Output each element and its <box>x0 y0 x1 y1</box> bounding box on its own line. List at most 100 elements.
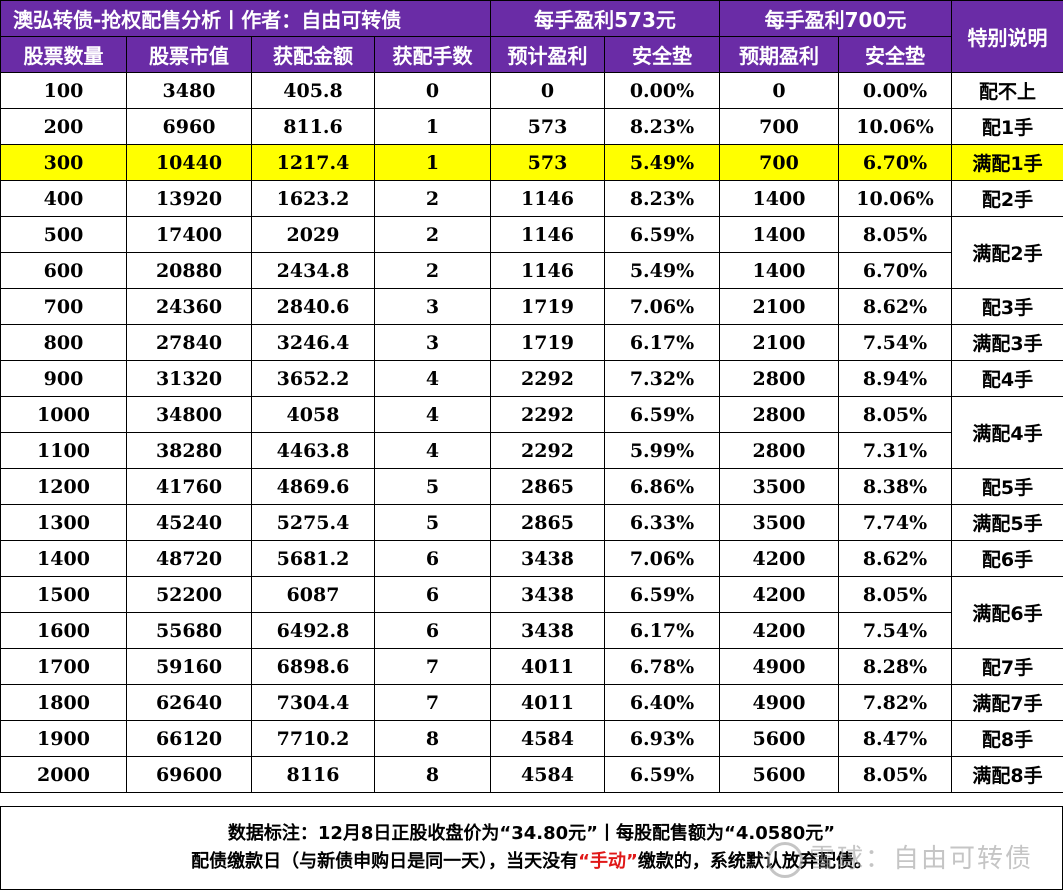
cell-profit-700: 5600 <box>719 720 839 757</box>
cell-profit-573: 573 <box>490 144 605 181</box>
cell-allot-lots: 2 <box>374 252 491 289</box>
cell-allot-lots: 6 <box>374 540 491 577</box>
cell-shares: 1100 <box>0 432 127 469</box>
cell-profit-573: 2292 <box>490 432 605 469</box>
cell-shares: 1000 <box>0 396 127 433</box>
cell-allot-amount: 4058 <box>251 396 375 433</box>
cell-allot-lots: 3 <box>374 324 491 361</box>
header-row-top: 澳弘转债-抢权配售分析丨作者：自由可转债 每手盈利573元 每手盈利700元 特… <box>0 0 1063 73</box>
cell-profit-573: 1719 <box>490 324 605 361</box>
cell-allot-lots: 5 <box>374 504 491 541</box>
cell-profit-700: 4900 <box>719 684 839 721</box>
cell-safety-573: 5.99% <box>604 432 720 469</box>
group-header-573: 每手盈利573元 <box>490 0 720 37</box>
cell-allot-lots: 5 <box>374 468 491 505</box>
cell-safety-700: 7.82% <box>838 684 952 721</box>
cell-market-value: 59160 <box>126 648 252 685</box>
cell-market-value: 48720 <box>126 540 252 577</box>
cell-market-value: 69600 <box>126 756 252 793</box>
cell-market-value: 52200 <box>126 576 252 613</box>
cell-allot-lots: 7 <box>374 648 491 685</box>
cell-shares: 1800 <box>0 684 127 721</box>
cell-special-note: 配1手 <box>951 108 1063 145</box>
cell-profit-573: 573 <box>490 108 605 145</box>
cell-allot-lots: 6 <box>374 612 491 649</box>
cell-shares: 700 <box>0 288 127 325</box>
cell-safety-700: 8.62% <box>838 288 952 325</box>
cell-shares: 1600 <box>0 612 127 649</box>
cell-safety-700: 7.54% <box>838 612 952 649</box>
col-header-market-value: 股票市值 <box>126 36 252 73</box>
cell-profit-573: 1146 <box>490 216 605 253</box>
cell-shares: 100 <box>0 72 127 109</box>
cell-allot-amount: 7304.4 <box>251 684 375 721</box>
cell-safety-700: 8.38% <box>838 468 952 505</box>
cell-allot-lots: 4 <box>374 360 491 397</box>
cell-special-note: 配2手 <box>951 180 1063 217</box>
cell-allot-lots: 8 <box>374 720 491 757</box>
cell-profit-573: 4584 <box>490 756 605 793</box>
cell-market-value: 20880 <box>126 252 252 289</box>
cell-allot-lots: 4 <box>374 432 491 469</box>
table-row: 800 27840 3246.4 3 1719 6.17% 2100 7.54% 满配3手 <box>0 324 1063 361</box>
cell-safety-573: 8.23% <box>604 108 720 145</box>
footer-line-2: 配债缴款日（与新债申购日是同一天），当天没有“手动”缴款的，系统默认放弃配债。 <box>1 848 1062 876</box>
cell-special-note: 满配6手 <box>951 576 1063 649</box>
cell-safety-573: 6.78% <box>604 648 720 685</box>
cell-safety-573: 6.86% <box>604 468 720 505</box>
footer-notes: 数据标注：12月8日正股收盘价为“34.80元”丨每股配售额为“4.0580元”… <box>0 806 1063 890</box>
footer-line-2-highlight: “手动” <box>578 851 638 872</box>
cell-profit-700: 2800 <box>719 396 839 433</box>
cell-allot-amount: 8116 <box>251 756 375 793</box>
cell-safety-573: 7.32% <box>604 360 720 397</box>
cell-allot-amount: 2029 <box>251 216 375 253</box>
table-row: 900 31320 3652.2 4 2292 7.32% 2800 8.94% 配4手 <box>0 360 1063 397</box>
table-row: 1200 41760 4869.6 5 2865 6.86% 3500 8.38% 配5手 <box>0 468 1063 505</box>
cell-safety-700: 10.06% <box>838 180 952 217</box>
cell-profit-700: 700 <box>719 108 839 145</box>
col-header-profit-573: 预计盈利 <box>490 36 605 73</box>
watermark: 雪球：自由可转债 <box>766 838 1033 878</box>
cell-profit-700: 2800 <box>719 432 839 469</box>
cell-safety-700: 8.05% <box>838 576 952 613</box>
cell-allot-amount: 6898.6 <box>251 648 375 685</box>
col-header-safety-573: 安全垫 <box>604 36 720 73</box>
cell-profit-700: 0 <box>719 72 839 109</box>
header-row-columns: 股票数量 股票市值 获配金额 获配手数 预计盈利 安全垫 预期盈利 安全垫 <box>0 36 1063 73</box>
cell-safety-700: 8.28% <box>838 648 952 685</box>
snowball-logo-icon <box>766 841 803 878</box>
cell-profit-573: 1719 <box>490 288 605 325</box>
cell-shares: 300 <box>0 144 127 181</box>
cell-profit-700: 2100 <box>719 324 839 361</box>
cell-profit-573: 3438 <box>490 540 605 577</box>
table-row: 100 3480 405.8 0 0 0.00% 0 0.00% 配不上 <box>0 72 1063 109</box>
cell-allot-amount: 6087 <box>251 576 375 613</box>
table-row: 300 10440 1217.4 1 573 5.49% 700 6.70% 满配1手 <box>0 144 1063 181</box>
cell-safety-700: 8.47% <box>838 720 952 757</box>
footer-line-1: 数据标注：12月8日正股收盘价为“34.80元”丨每股配售额为“4.0580元” <box>227 823 836 844</box>
table-row: 1000 34800 4058 4 2292 6.59% 2800 8.05% 满配4手 <box>0 396 1063 469</box>
cell-allot-amount: 3652.2 <box>251 360 375 397</box>
col-header-profit-700: 预期盈利 <box>719 36 839 73</box>
cell-safety-700: 8.05% <box>838 216 952 253</box>
cell-market-value: 41760 <box>126 468 252 505</box>
col-header-safety-700: 安全垫 <box>838 36 952 73</box>
cell-special-note: 满配3手 <box>951 324 1063 361</box>
cell-allot-amount: 405.8 <box>251 72 375 109</box>
cell-profit-573: 4011 <box>490 648 605 685</box>
cell-special-note: 配不上 <box>951 72 1063 109</box>
cell-allot-lots: 0 <box>374 72 491 109</box>
cell-special-note: 配3手 <box>951 288 1063 325</box>
cell-profit-700: 3500 <box>719 468 839 505</box>
cell-profit-573: 4011 <box>490 684 605 721</box>
cell-shares: 600 <box>0 252 127 289</box>
cell-profit-700: 5600 <box>719 756 839 793</box>
cell-safety-700: 8.62% <box>838 540 952 577</box>
cell-shares: 200 <box>0 108 127 145</box>
cell-shares: 800 <box>0 324 127 361</box>
cell-safety-700: 6.70% <box>838 144 952 181</box>
cell-market-value: 62640 <box>126 684 252 721</box>
cell-allot-amount: 7710.2 <box>251 720 375 757</box>
cell-special-note: 配4手 <box>951 360 1063 397</box>
cell-profit-573: 4584 <box>490 720 605 757</box>
